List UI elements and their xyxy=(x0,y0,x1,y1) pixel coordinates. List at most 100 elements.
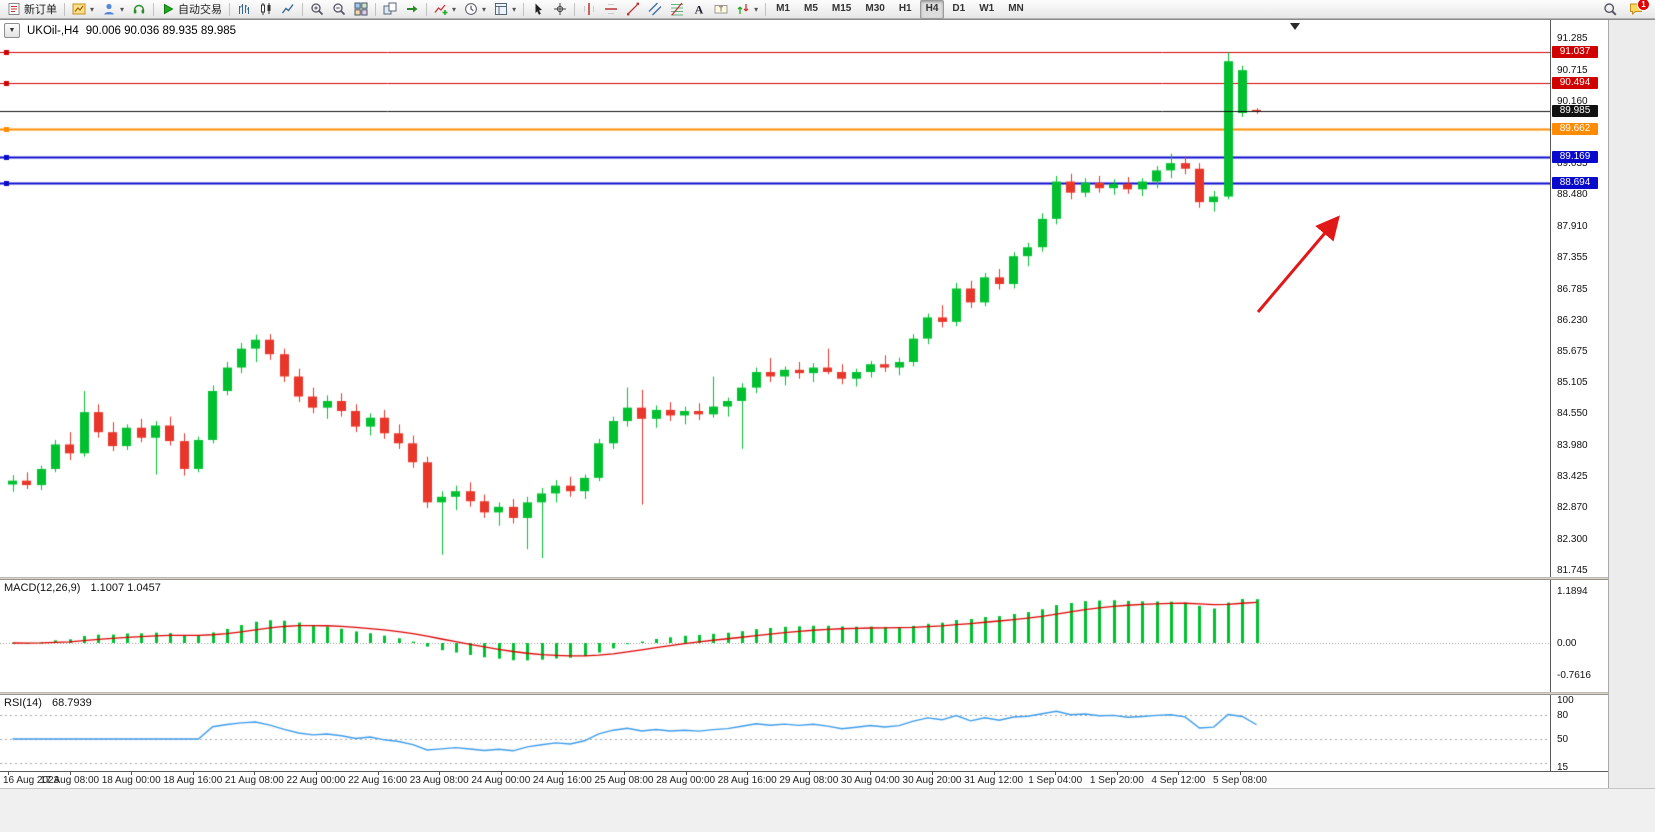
profiles-button[interactable]: ▾ xyxy=(98,0,128,19)
text-button[interactable]: A xyxy=(688,0,710,19)
market-watch-button[interactable] xyxy=(128,0,150,19)
templates-button[interactable]: ▾ xyxy=(490,0,520,19)
price-axis-label: 85.105 xyxy=(1557,377,1588,389)
search-button[interactable] xyxy=(1599,0,1621,19)
line-chart-button[interactable] xyxy=(277,0,299,19)
notification-badge: 1 xyxy=(1637,0,1650,11)
price-axis-label: 82.300 xyxy=(1557,533,1588,545)
chevron-down-icon: ▾ xyxy=(90,4,95,14)
cursor-icon xyxy=(531,2,545,16)
toolbar-separator xyxy=(229,2,231,16)
crosshair-button[interactable] xyxy=(549,0,571,19)
horizontal-line-button[interactable] xyxy=(600,0,622,19)
vertical-line-button[interactable] xyxy=(578,0,600,19)
timeframe-m5-button[interactable]: M5 xyxy=(804,2,818,14)
chart-window: ▼ UKOil-,H4 90.006 90.036 89.935 89.985 … xyxy=(0,19,1655,832)
price-chart-canvas[interactable] xyxy=(0,20,1550,577)
toolbar-left-group: 新订单 ▾ ▾ 自动交易 ▾ ▾ ▾ A T ▾ xyxy=(3,0,769,19)
bar-chart-button[interactable] xyxy=(233,0,255,19)
timeframe-d1-button[interactable]: D1 xyxy=(952,2,966,14)
time-axis-label: 28 Aug 00:00 xyxy=(656,775,716,786)
time-axis-label: 31 Aug 12:00 xyxy=(964,775,1024,786)
candles-icon xyxy=(259,2,273,16)
one-click-trading-toggle[interactable]: ▼ xyxy=(4,23,20,38)
time-tick xyxy=(377,772,379,775)
rsi-axis[interactable]: 100 80 50 15 xyxy=(1550,695,1608,773)
new-chart-button[interactable]: ▾ xyxy=(68,0,98,19)
macd-canvas[interactable] xyxy=(0,580,1550,692)
toolbar-separator xyxy=(153,2,155,16)
price-axis-label: 89.035 xyxy=(1557,158,1588,170)
current-price-tag: 89.985 xyxy=(1552,105,1598,118)
time-tick xyxy=(131,772,133,775)
zoom-in-button[interactable] xyxy=(306,0,328,19)
price-level-tag: 91.037 xyxy=(1552,46,1598,59)
channel-icon xyxy=(648,2,662,16)
zoom-out-button[interactable] xyxy=(328,0,350,19)
timeframe-h1-button[interactable]: H1 xyxy=(898,2,912,14)
market-watch-icon xyxy=(132,2,146,16)
new-order-button[interactable]: 新订单 xyxy=(3,0,61,19)
timeframe-m30-button[interactable]: M30 xyxy=(865,2,885,14)
autotrading-button[interactable]: 自动交易 xyxy=(157,0,226,19)
chart-shift-marker[interactable] xyxy=(1290,23,1300,30)
price-axis-label: 86.230 xyxy=(1557,314,1588,326)
vline-icon xyxy=(582,2,596,16)
auto-arrange-button[interactable] xyxy=(379,0,401,19)
price-axis-label: 84.550 xyxy=(1557,408,1588,420)
toolbar-right-group: 1 xyxy=(1599,0,1652,19)
time-axis-label: 21 Aug 08:00 xyxy=(224,775,284,786)
fibonacci-button[interactable] xyxy=(666,0,688,19)
toolbar-separator xyxy=(426,2,428,16)
text-label-icon: T xyxy=(714,2,728,16)
price-level-tag: 88.694 xyxy=(1552,176,1598,189)
time-tick xyxy=(69,772,71,775)
macd-axis[interactable]: 1.1894 0.00 -0.7616 xyxy=(1550,580,1608,692)
price-chart-panel: ▼ UKOil-,H4 90.006 90.036 89.935 89.985 xyxy=(0,20,1550,577)
new-chart-icon xyxy=(72,2,86,16)
text-label-button[interactable]: T xyxy=(710,0,732,19)
svg-text:T: T xyxy=(719,7,724,14)
trendline-button[interactable] xyxy=(622,0,644,19)
toolbar-separator xyxy=(302,2,304,16)
chart-shift-button[interactable] xyxy=(401,0,423,19)
timeframe-h4-button[interactable]: H4 xyxy=(919,0,945,19)
panel-splitter[interactable] xyxy=(0,577,1608,580)
indicators-button[interactable]: ▾ xyxy=(430,0,460,19)
rsi-label-row: RSI(14) 68.7939 xyxy=(4,697,92,709)
price-axis[interactable]: 91.285 90.715 90.160 89.035 88.480 87.910 87.3… xyxy=(1550,20,1608,577)
timeframe-m1-button[interactable]: M1 xyxy=(776,2,790,14)
time-axis-label: 18 Aug 16:00 xyxy=(163,775,223,786)
toolbar-separator xyxy=(523,2,525,16)
time-tick xyxy=(1055,772,1057,775)
chevron-down-icon: ▾ xyxy=(452,4,457,14)
rsi-panel: RSI(14) 68.7939 xyxy=(0,695,1550,771)
tile-windows-button[interactable] xyxy=(350,0,372,19)
time-tick xyxy=(316,772,317,775)
chart-symbol-period: UKOil-,H4 xyxy=(27,24,79,37)
chevron-down-icon: ▾ xyxy=(482,4,487,14)
timeframe-w1-button[interactable]: W1 xyxy=(979,2,995,14)
time-axis[interactable]: 16 Aug 2023 17 Aug 08:00 18 Aug 00:00 18 Au… xyxy=(0,771,1608,788)
arrows-button[interactable]: ▾ xyxy=(732,0,762,19)
timeframe-mn-button[interactable]: MN xyxy=(1008,2,1024,14)
macd-values: 1.1007 1.0457 xyxy=(90,582,161,594)
candlestick-chart-button[interactable] xyxy=(255,0,277,19)
notifications-button[interactable]: 1 xyxy=(1625,0,1650,19)
periods-button[interactable]: ▾ xyxy=(460,0,490,19)
price-axis-label: 82.870 xyxy=(1557,501,1588,513)
periods-icon xyxy=(464,2,478,16)
hline-icon xyxy=(604,2,618,16)
rsi-canvas[interactable] xyxy=(0,695,1550,771)
macd-name: MACD(12,26,9) xyxy=(4,582,81,594)
time-tick xyxy=(685,772,687,775)
cursor-button[interactable] xyxy=(527,0,549,19)
line-chart-icon xyxy=(281,2,295,16)
equidistant-channel-button[interactable] xyxy=(644,0,666,19)
price-axis-label: 90.715 xyxy=(1557,64,1588,76)
timeframe-m15-button[interactable]: M15 xyxy=(831,2,852,14)
time-axis-label: 4 Sep 12:00 xyxy=(1151,775,1206,786)
time-axis-label: 22 Aug 16:00 xyxy=(348,775,408,786)
price-level-tag: 89.169 xyxy=(1552,150,1598,163)
panel-splitter[interactable] xyxy=(0,692,1608,695)
